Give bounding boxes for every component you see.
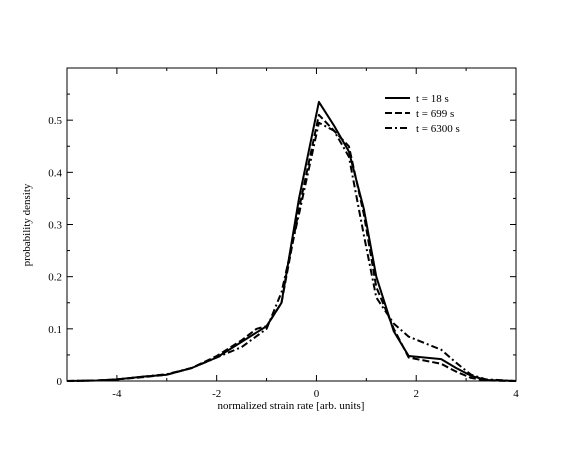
- y-tick-label: 0.4: [48, 167, 62, 179]
- x-axis-title: normalized strain rate [arb. units]: [218, 400, 365, 412]
- y-tick-label: 0.1: [48, 324, 62, 336]
- y-axis-title: probability density: [21, 183, 33, 266]
- legend-label-t-18s: t = 18 s: [416, 93, 449, 105]
- series-line-2: [66, 121, 517, 382]
- x-tick-label: -2: [212, 388, 221, 400]
- series-line-0: [66, 100, 517, 382]
- y-tick-label: 0: [57, 376, 63, 388]
- y-tick-label: 0.2: [48, 272, 62, 284]
- x-tick-label: 2: [413, 388, 419, 400]
- y-tick-label: 0.5: [48, 115, 62, 127]
- y-tick-label: 0.3: [48, 220, 62, 232]
- legend-label-t-6300s: t = 6300 s: [416, 123, 460, 135]
- x-tick-label: -4: [112, 388, 122, 400]
- legend-label-t-699s: t = 699 s: [416, 108, 454, 120]
- series-layer: [66, 100, 517, 382]
- x-tick-label: 0: [314, 388, 320, 400]
- legend: t = 18 s t = 699 s t = 6300 s: [385, 93, 460, 135]
- x-tick-label: 4: [513, 388, 519, 400]
